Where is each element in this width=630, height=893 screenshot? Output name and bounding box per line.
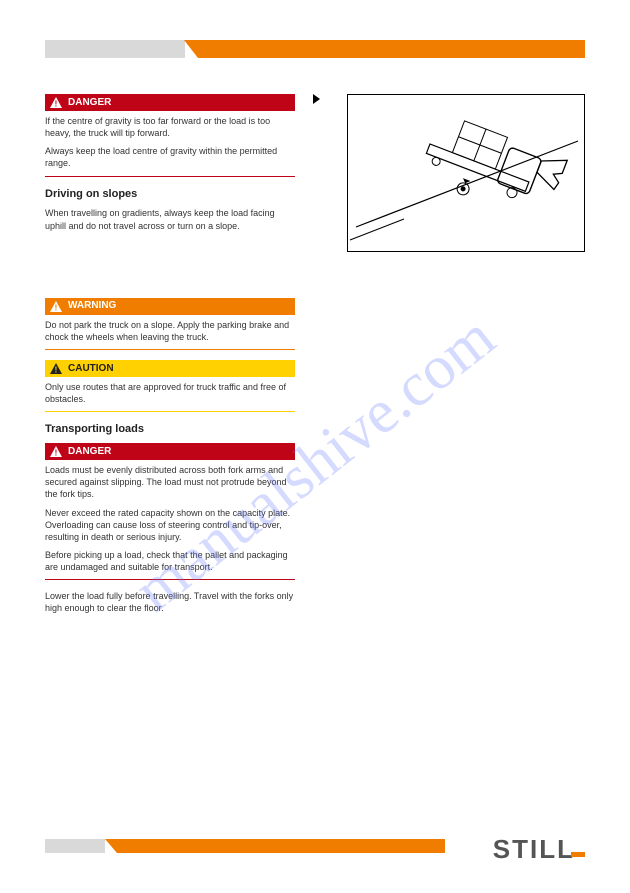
para: Always keep the load centre of gravity w…	[45, 145, 295, 169]
header-gray-segment	[45, 40, 185, 58]
figure-pointer-arrow	[313, 94, 320, 104]
rule-red	[45, 579, 295, 580]
para: Only use routes that are approved for tr…	[45, 381, 295, 405]
alert-danger-2: ! DANGER	[45, 443, 295, 460]
alert-warning-1: ! WARNING	[45, 298, 295, 315]
alert-label: DANGER	[68, 96, 111, 110]
alert-label: DANGER	[68, 445, 111, 459]
logo-text: STILL	[493, 834, 575, 865]
rule-red	[45, 176, 295, 177]
para: Loads must be evenly distributed across …	[45, 464, 295, 500]
warning-triangle-icon: !	[50, 363, 62, 374]
section-heading: Driving on slopes	[45, 187, 295, 202]
figure-illustration	[347, 94, 585, 252]
footer-bar	[45, 839, 445, 853]
footer-gray-segment	[45, 839, 105, 853]
para: Lower the load fully before travelling. …	[45, 590, 295, 614]
svg-text:!: !	[55, 365, 58, 374]
left-column: ! DANGER If the centre of gravity is too…	[45, 94, 295, 621]
header-orange-segment	[198, 40, 585, 58]
warning-triangle-icon: !	[50, 446, 62, 457]
alert-danger-1: ! DANGER	[45, 94, 295, 111]
footer-orange-segment	[117, 839, 445, 853]
rule-orange	[45, 349, 295, 350]
para: Never exceed the rated capacity shown on…	[45, 507, 295, 543]
warning-triangle-icon: !	[50, 97, 62, 108]
section-heading: Transporting loads	[45, 422, 295, 437]
pallet-truck-on-slope-svg	[348, 95, 586, 253]
alert-label: CAUTION	[68, 362, 114, 376]
logo-orange-bar-icon	[571, 852, 585, 857]
header-orange-triangle	[184, 40, 198, 58]
para: Before picking up a load, check that the…	[45, 549, 295, 573]
alert-caution-1: ! CAUTION	[45, 360, 295, 377]
rule-yellow	[45, 411, 295, 412]
page-content: ! DANGER If the centre of gravity is too…	[45, 70, 585, 783]
alert-label: WARNING	[68, 299, 116, 313]
para: When travelling on gradients, always kee…	[45, 207, 295, 231]
svg-text:!: !	[55, 100, 58, 109]
still-logo: STILL	[493, 834, 585, 865]
para: Do not park the truck on a slope. Apply …	[45, 319, 295, 343]
svg-text:!: !	[55, 449, 58, 458]
para: If the centre of gravity is too far forw…	[45, 115, 295, 139]
warning-triangle-icon: !	[50, 301, 62, 312]
svg-text:!: !	[55, 303, 58, 312]
footer-triangle-left	[105, 839, 117, 853]
header-bar	[45, 40, 585, 58]
